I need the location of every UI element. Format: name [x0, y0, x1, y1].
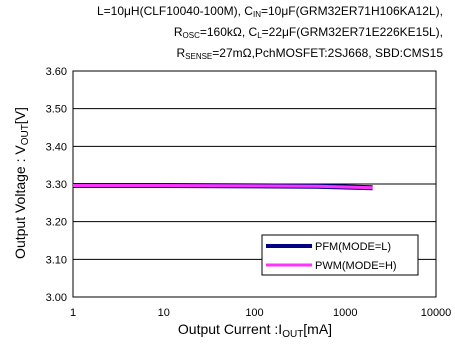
legend-box — [261, 234, 419, 276]
y-tick-label: 3.60 — [46, 66, 67, 78]
caption-2a: R — [173, 25, 183, 39]
caption-3a: R — [176, 46, 186, 60]
y-tick-label: 3.00 — [46, 292, 67, 304]
series-lines — [73, 183, 373, 191]
x-tick-label: 10 — [158, 307, 170, 319]
x-tick-label: 10000 — [421, 307, 452, 319]
x-axis-label: Output Current :IOUT[mA] — [178, 321, 332, 340]
y-tick-label: 3.40 — [46, 141, 67, 153]
caption-line-3: RSENSE=27mΩ,PchMOSFET:2SJ668, SBD:CMS15 — [176, 46, 443, 64]
x-tick-label: 100 — [245, 307, 263, 319]
caption-3c: =27mΩ,PchMOSFET:2SJ668, SBD:CMS15 — [212, 46, 443, 60]
y-axis-label: Output Voltage : VOUT[V] — [12, 107, 31, 259]
legend: PFM(MODE=L) PWM(MODE=H) — [261, 234, 419, 276]
legend-label-pwm: PWM(MODE=H) — [315, 260, 397, 272]
caption-1a: L=10μH(CLF10040-100M), C — [96, 4, 253, 18]
x-axis-label-sub: OUT — [282, 329, 303, 340]
y-tick-label: 3.30 — [46, 179, 67, 191]
legend-label-pfm: PFM(MODE=L) — [315, 241, 391, 253]
x-tick-label: 1 — [70, 307, 76, 319]
caption-line-1: L=10μH(CLF10040-100M), CIN=10μF(GRM32ER7… — [97, 4, 443, 22]
caption-1c: =10μF(GRM32ER71H106KA12L), — [260, 4, 443, 18]
y-axis-label-main: Output Voltage : V — [12, 145, 28, 259]
caption-3b: SENSE — [185, 52, 213, 61]
caption-line-2: ROSC=160kΩ, CL=22μF(GRM32ER71E226KE15L), — [174, 25, 443, 43]
x-axis-label-main: Output Current :I — [178, 321, 282, 337]
caption-1b: IN — [252, 10, 261, 19]
y-tick-label: 3.50 — [46, 104, 67, 116]
y-axis-label-sub: OUT — [20, 124, 31, 145]
x-tick-labels: 1 10 100 1000 10000 — [70, 307, 451, 319]
y-tick-label: 3.20 — [46, 217, 67, 229]
y-axis-label-unit: [V] — [12, 107, 28, 124]
caption-2b: OSC — [182, 31, 200, 40]
caption-2c: =160kΩ, C — [199, 25, 258, 39]
y-tick-labels: 3.00 3.10 3.20 3.30 3.40 3.50 3.60 — [46, 66, 67, 304]
x-axis-label-unit: [mA] — [303, 321, 332, 337]
caption-2e: =22μF(GRM32ER71E226KE15L), — [261, 25, 443, 39]
series-line-pwm — [73, 184, 373, 190]
y-tick-label: 3.10 — [46, 254, 67, 266]
x-tick-label: 1000 — [333, 307, 357, 319]
caption-2d: L — [257, 31, 262, 40]
